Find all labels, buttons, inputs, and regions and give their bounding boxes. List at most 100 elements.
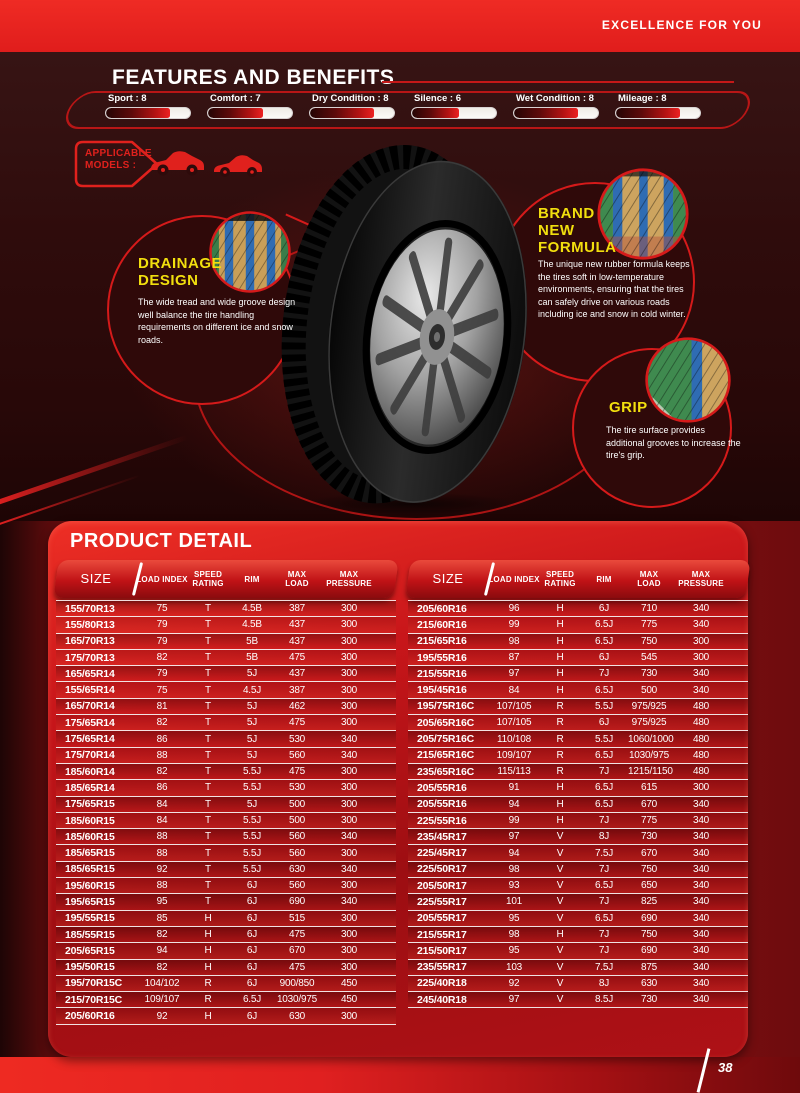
table-header-left: SIZE LOAD INDEX SPEED RATING RIM MAX LOA… bbox=[53, 560, 399, 598]
table-cell: T bbox=[205, 684, 211, 696]
table-cell: 6J bbox=[246, 945, 258, 957]
table-cell: 205/65R15 bbox=[65, 944, 115, 957]
table-cell: 300 bbox=[340, 619, 358, 631]
table-cell: 5J bbox=[246, 798, 258, 810]
table-cell: 340 bbox=[340, 749, 358, 761]
table-cell: 7.5J bbox=[594, 961, 614, 973]
table-cell: 340 bbox=[692, 912, 710, 924]
table-cell: T bbox=[205, 815, 211, 826]
table-row: 205/55R17 95 V 6.5J 690 340 bbox=[408, 910, 748, 927]
table-cell: 300 bbox=[340, 603, 358, 615]
table-cell: 175/65R15 bbox=[65, 798, 115, 811]
rating-bar-fill bbox=[616, 108, 680, 118]
table-cell: 340 bbox=[340, 896, 358, 908]
table-cell: 86 bbox=[156, 733, 168, 745]
rating-bar-fill bbox=[514, 108, 578, 118]
grip-body: The tire surface provides additional gro… bbox=[606, 425, 741, 460]
table-cell: H bbox=[204, 929, 212, 941]
table-cell: 437 bbox=[288, 668, 306, 680]
table-cell: 6.5J bbox=[594, 880, 614, 892]
table-cell: 91 bbox=[508, 782, 520, 794]
rating-item: Comfort : 7 bbox=[207, 93, 293, 119]
table-cell: V bbox=[556, 880, 564, 892]
table-cell: 88 bbox=[156, 880, 168, 892]
table-row: 185/60R15 88 T 5.5J 560 340 bbox=[56, 829, 396, 846]
formula-tread-image bbox=[597, 168, 689, 260]
table-cell: 93 bbox=[508, 880, 520, 892]
table-cell: T bbox=[205, 652, 211, 664]
table-row: 185/55R15 82 H 6J 475 300 bbox=[56, 926, 396, 944]
table-row: 185/65R15 88 T 5.5J 560 300 bbox=[56, 845, 396, 862]
table-cell: 87 bbox=[508, 652, 520, 664]
applicable-models-label: APPLICABLE MODELS : bbox=[85, 148, 152, 171]
features-title: FEATURES AND BENEFITS bbox=[112, 66, 395, 89]
table-cell: H bbox=[204, 961, 212, 973]
table-cell: 225/40R18 bbox=[417, 977, 467, 990]
column-header-max-load: MAX LOAD bbox=[637, 570, 661, 588]
table-cell: 750 bbox=[640, 635, 658, 647]
table-row: 205/65R16C 107/105 R 6J 975/925 480 bbox=[408, 715, 748, 732]
table-cell: T bbox=[205, 635, 211, 647]
table-cell: 82 bbox=[156, 717, 168, 729]
table-cell: 88 bbox=[156, 831, 168, 843]
table-cell: 82 bbox=[156, 766, 168, 778]
table-row: 175/70R13 82 T 5B 475 300 bbox=[56, 649, 396, 667]
sedan-car-icon bbox=[151, 151, 204, 176]
table-cell: 215/55R16 bbox=[417, 667, 467, 680]
rating-bar-fill bbox=[412, 108, 460, 118]
table-cell: 107/105 bbox=[496, 700, 532, 712]
table-cell: 630 bbox=[288, 863, 306, 875]
table-cell: 98 bbox=[508, 863, 520, 875]
table-cell: 530 bbox=[288, 782, 306, 794]
table-cell: 99 bbox=[508, 619, 520, 631]
table-row: 195/65R15 95 T 6J 690 340 bbox=[56, 894, 396, 911]
table-row: 215/65R16C 109/107 R 6.5J 1030/975 480 bbox=[408, 747, 748, 764]
table-cell: R bbox=[556, 717, 564, 729]
table-cell: 155/80R13 bbox=[65, 618, 115, 631]
table-cell: 6.5J bbox=[594, 619, 614, 631]
table-cell: 300 bbox=[340, 700, 358, 712]
table-cell: 5J bbox=[246, 733, 258, 745]
rating-bar bbox=[309, 107, 395, 119]
table-cell: 6.5J bbox=[594, 912, 614, 924]
table-cell: 750 bbox=[640, 863, 658, 875]
table-row: 215/65R16 98 H 6.5J 750 300 bbox=[408, 633, 748, 650]
table-cell: 94 bbox=[508, 847, 520, 859]
table-cell: 86 bbox=[156, 782, 168, 794]
table-cell: 630 bbox=[288, 1010, 306, 1022]
table-cell: 165/65R14 bbox=[65, 667, 115, 680]
table-cell: 5J bbox=[246, 749, 258, 761]
table-cell: 195/75R16C bbox=[417, 700, 474, 713]
table-cell: H bbox=[556, 619, 564, 631]
table-cell: 215/65R16C bbox=[417, 749, 474, 762]
table-cell: 94 bbox=[156, 945, 168, 957]
rating-label: Comfort : 7 bbox=[210, 93, 261, 104]
table-cell: 300 bbox=[340, 815, 358, 826]
table-cell: 82 bbox=[156, 961, 168, 973]
table-cell: 79 bbox=[156, 619, 168, 631]
table-row: 235/45R17 97 V 8J 730 340 bbox=[408, 829, 748, 846]
table-cell: 7.5J bbox=[594, 847, 614, 859]
column-header-max-pressure: MAX PRESSURE bbox=[326, 570, 372, 588]
table-row: 165/70R14 81 T 5J 462 300 bbox=[56, 698, 396, 716]
table-cell: 1060/1000 bbox=[628, 733, 674, 745]
table-cell: 5.5J bbox=[242, 815, 262, 826]
grip-tread-image bbox=[645, 337, 731, 423]
table-cell: 300 bbox=[340, 668, 358, 680]
table-cell: T bbox=[205, 896, 211, 908]
table-cell: 7J bbox=[598, 668, 610, 680]
product-detail-panel: PRODUCT DETAIL SIZE LOAD INDEX SPEED RAT… bbox=[48, 521, 751, 1057]
table-row: 175/65R14 86 T 5J 530 340 bbox=[56, 731, 396, 748]
table-cell: 340 bbox=[340, 831, 358, 843]
table-cell: T bbox=[205, 880, 211, 892]
table-cell: 7J bbox=[598, 766, 610, 778]
rating-bar bbox=[207, 107, 293, 119]
table-cell: 340 bbox=[692, 945, 710, 957]
table-cell: 6.5J bbox=[594, 782, 614, 794]
table-cell: 115/113 bbox=[497, 766, 531, 778]
table-cell: 6J bbox=[246, 929, 258, 941]
table-cell: 450 bbox=[340, 994, 358, 1006]
applicable-models-badge: APPLICABLE MODELS : bbox=[74, 140, 160, 188]
table-cell: 475 bbox=[288, 766, 306, 778]
brand-tagline: EXCELLENCE FOR YOU bbox=[601, 18, 762, 32]
